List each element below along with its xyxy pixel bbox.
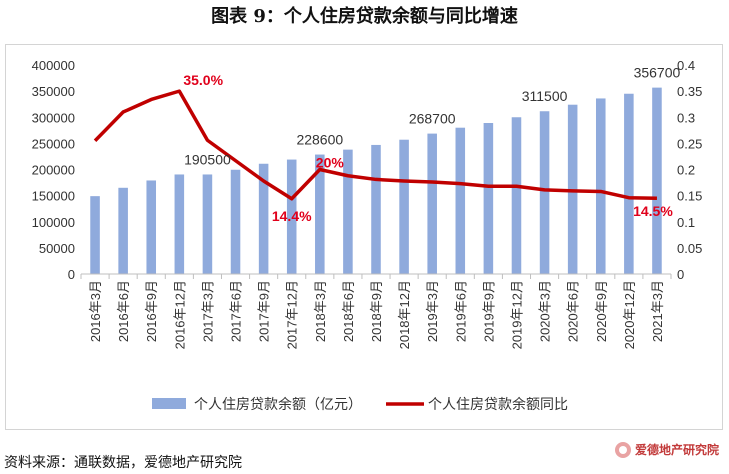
left-axis-tick-label: 300000	[32, 110, 75, 125]
x-axis-tick-label: 2017年9月	[257, 280, 272, 342]
bar	[90, 196, 100, 274]
bar	[343, 149, 353, 274]
x-axis-tick-label: 2019年12月	[509, 280, 524, 349]
bar-data-label: 311500	[522, 88, 568, 104]
bar-data-label: 190500	[184, 151, 231, 167]
line-data-label: 20%	[316, 155, 345, 171]
bar	[483, 122, 494, 274]
right-axis-tick-label: 0.25	[677, 136, 702, 151]
bar-data-label: 356700	[634, 65, 681, 81]
right-axis-tick-label: 0.05	[677, 241, 702, 256]
left-axis-tick-label: 100000	[32, 215, 75, 230]
bar	[652, 87, 662, 274]
line-data-label: 14.4%	[272, 208, 312, 224]
bar	[146, 180, 157, 274]
left-axis-tick-label: 150000	[32, 189, 75, 204]
bar	[595, 98, 606, 274]
bar	[230, 169, 241, 274]
x-axis-tick-label: 2016年6月	[116, 280, 131, 342]
right-axis-tick-label: 0.35	[677, 84, 702, 99]
bar	[455, 127, 466, 274]
brand-name: 爱德地产研究院	[634, 443, 719, 457]
line-data-label: 14.5%	[633, 203, 673, 219]
x-axis-tick-label: 2018年12月	[397, 280, 412, 349]
x-axis-tick-label: 2017年3月	[200, 280, 215, 342]
bar	[258, 163, 269, 274]
bar	[399, 139, 409, 274]
x-axis-tick-label: 2016年9月	[144, 280, 159, 342]
bar-data-label: 228600	[296, 132, 343, 148]
legend-bar-swatch	[152, 398, 186, 409]
bar	[174, 174, 185, 274]
legend-bar-label: 个人住房贷款余额（亿元）	[194, 396, 362, 412]
bar	[118, 187, 128, 274]
bar	[371, 144, 381, 274]
bar	[286, 159, 297, 274]
right-axis-tick-label: 0.15	[677, 189, 702, 204]
bar	[511, 117, 522, 274]
bar	[315, 154, 325, 274]
left-axis-tick-label: 200000	[32, 163, 75, 178]
x-axis-tick-label: 2020年9月	[594, 280, 609, 342]
legend-line-label: 个人住房贷款余额同比	[428, 396, 568, 412]
chart-title: 图表 9：个人住房贷款余额与同比增速	[211, 6, 518, 27]
bar	[539, 111, 550, 275]
x-axis-tick-label: 2020年3月	[538, 280, 553, 342]
line-data-label: 35.0%	[183, 72, 223, 88]
right-axis-tick-label: 0.4	[677, 58, 695, 73]
x-axis-tick-label: 2019年9月	[481, 280, 496, 342]
bar	[427, 133, 437, 274]
left-axis-tick-label: 250000	[32, 136, 75, 151]
left-axis-tick-label: 400000	[32, 58, 75, 73]
left-axis-tick-label: 350000	[32, 84, 75, 99]
x-axis-tick-label: 2017年12月	[285, 280, 300, 349]
x-axis-tick-label: 2019年6月	[453, 280, 468, 342]
left-axis-tick-label: 50000	[39, 241, 75, 256]
x-axis-tick-label: 2018年3月	[313, 280, 328, 342]
x-axis-tick-label: 2019年3月	[425, 280, 440, 342]
x-axis-tick-label: 2016年12月	[172, 280, 187, 349]
right-axis-tick-label: 0	[677, 267, 684, 282]
x-axis-tick-label: 2021年3月	[650, 280, 665, 342]
chart-frame: 0 50000 100000 150000 200000 250000 300000 3500…	[5, 44, 723, 430]
x-axis-tick-label: 2020年12月	[622, 280, 637, 349]
brand-watermark: 爱德地产研究院	[614, 441, 719, 458]
x-axis-tick-label: 2017年6月	[229, 280, 244, 342]
bar-data-label: 268700	[409, 111, 456, 127]
left-axis-tick-label: 0	[68, 267, 75, 282]
bar	[624, 93, 634, 274]
right-axis-tick-label: 0.2	[677, 163, 695, 178]
right-axis-tick-label: 0.1	[677, 215, 695, 230]
x-axis-tick-label: 2018年9月	[369, 280, 384, 342]
chart-canvas: 0 50000 100000 150000 200000 250000 300000 3500…	[32, 58, 703, 412]
x-axis-tick-label: 2018年6月	[341, 280, 356, 342]
bar	[202, 174, 213, 274]
brand-logo-icon	[614, 441, 631, 458]
x-axis-tick-label: 2016年3月	[88, 280, 103, 342]
x-axis-tick-label: 2020年6月	[566, 280, 581, 342]
source-note: 资料来源：通联数据，爱德地产研究院	[4, 455, 242, 471]
right-axis-tick-label: 0.3	[677, 110, 695, 125]
